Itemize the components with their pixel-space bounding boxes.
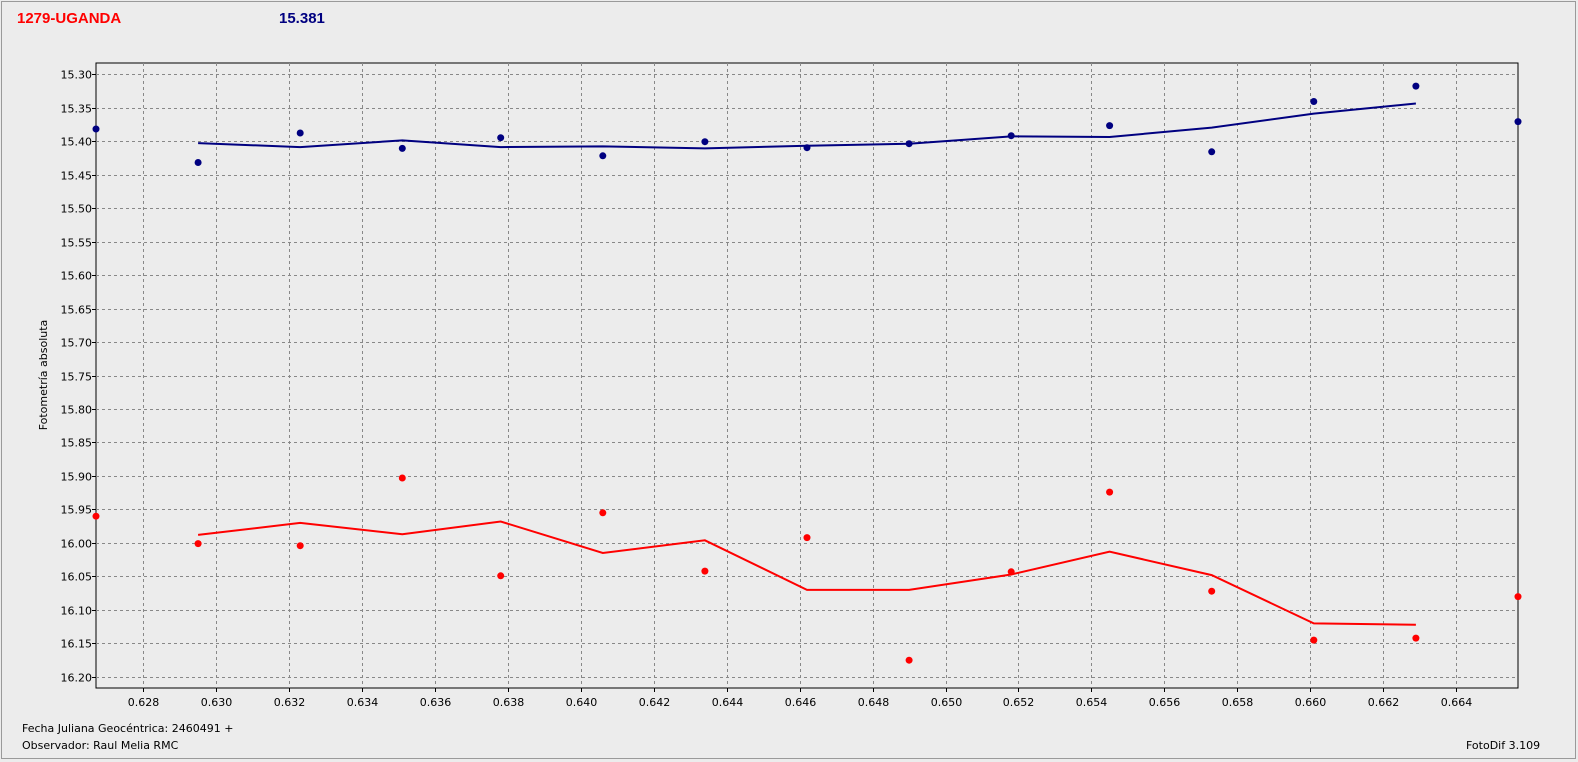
series-2-point [1412,634,1420,642]
series-1-point [296,129,304,137]
y-tick-label: 15.50 [61,203,93,216]
x-tick-label: 0.644 [712,696,744,709]
series-2-point [497,572,505,580]
plot-area [95,62,1519,689]
series-2-point [1007,568,1015,576]
magnitude-value: 15.381 [279,10,325,27]
series-1-point [905,140,913,148]
series-2-point [803,534,811,542]
y-tick-label: 16.10 [61,605,93,618]
julian-date-label: Fecha Juliana Geocéntrica: 2460491 + [22,722,234,735]
x-tick-label: 0.660 [1295,696,1327,709]
series-1-point [701,138,709,146]
x-tick-label: 0.650 [931,696,963,709]
x-tick-label: 0.646 [785,696,817,709]
x-tick-label: 0.662 [1368,696,1400,709]
y-axis-ticks: 15.30 15.35 15.40 15.45 15.50 15.55 15.60 15.65… [61,69,96,685]
x-tick-label: 0.636 [420,696,452,709]
series-1-point [92,125,100,133]
y-tick-label: 16.20 [61,672,93,685]
y-tick-label: 16.15 [61,638,93,651]
series-1-point [1412,82,1420,90]
x-tick-label: 0.630 [201,696,233,709]
series-1-point [1514,118,1522,126]
series-2-point [92,512,100,520]
x-tick-label: 0.628 [128,696,160,709]
x-tick-label: 0.642 [639,696,671,709]
series-2-point [194,540,202,548]
series-1-point [803,144,811,152]
series-2-point [1106,488,1114,496]
object-name: 1279-UGANDA [17,10,122,27]
y-tick-label: 15.55 [61,237,93,250]
x-tick-label: 0.652 [1003,696,1035,709]
series-2-point [398,474,406,482]
series-1-point [1310,98,1318,105]
series-1-point [1007,132,1015,140]
x-tick-label: 0.638 [493,696,525,709]
grid-lines [96,63,1518,688]
data-series [92,82,1522,664]
series-2-point [599,509,607,517]
x-tick-label: 0.654 [1076,696,1108,709]
series-1-point [497,134,505,142]
y-tick-label: 15.30 [61,69,93,82]
software-version: FotoDif 3.109 [1466,739,1541,752]
y-tick-label: 15.95 [61,504,93,517]
series-2-point [1514,593,1522,601]
x-tick-label: 0.658 [1222,696,1254,709]
x-tick-label: 0.632 [274,696,306,709]
series-2-trend-line [197,520,1416,626]
series-2-point [701,567,709,575]
y-tick-label: 15.65 [61,304,93,317]
series-1-point [194,159,202,166]
observer-label: Observador: Raul Melia RMC [22,739,179,752]
series-1-point [599,152,607,160]
y-tick-label: 15.45 [61,170,93,183]
series-1-point [1208,148,1216,156]
y-tick-label: 15.85 [61,437,93,450]
y-axis-label: Fotometría absoluta [37,320,50,431]
y-tick-label: 15.60 [61,270,93,283]
series-2-point [1310,636,1318,644]
x-tick-label: 0.634 [347,696,379,709]
x-tick-label: 0.664 [1441,696,1473,709]
y-tick-label: 15.35 [61,103,93,116]
series-1-point [398,144,406,152]
x-tick-label: 0.656 [1149,696,1181,709]
series-2-point [296,542,304,550]
y-tick-label: 15.40 [61,136,93,149]
y-tick-label: 16.00 [61,538,93,551]
series-1-point [1106,122,1114,130]
y-tick-label: 15.75 [61,371,93,384]
series-2-point [905,656,913,664]
y-tick-label: 15.90 [61,471,93,484]
series-2-point [1208,587,1216,595]
y-tick-label: 15.70 [61,337,93,350]
x-tick-label: 0.648 [858,696,890,709]
x-tick-label: 0.640 [566,696,598,709]
x-axis-ticks: 0.628 0.630 0.632 0.634 0.636 0.638 0.640 0.642… [128,688,1473,709]
y-tick-label: 16.05 [61,571,93,584]
y-tick-label: 15.80 [61,404,93,417]
